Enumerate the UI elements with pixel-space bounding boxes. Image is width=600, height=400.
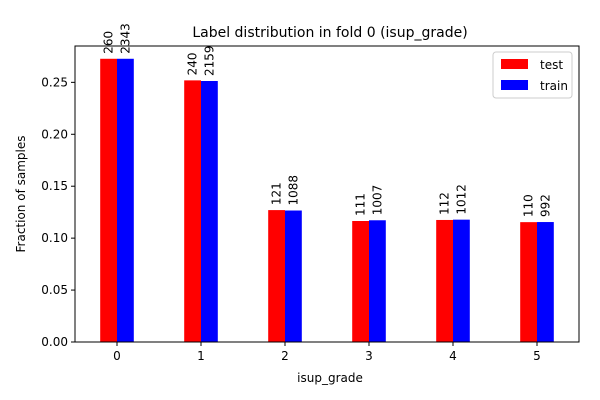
bar-count-label-train-2: 1088 [286,175,300,206]
bar-count-label-train-4: 1012 [454,184,468,215]
bar-train-0 [117,58,134,342]
legend-swatch-test [501,59,528,69]
x-tick-label: 5 [533,349,541,363]
bar-count-label-test-5: 110 [522,194,536,217]
bar-train-2 [285,210,302,342]
y-tick-label: 0.10 [41,231,68,245]
y-tick-label: 0.20 [41,127,68,141]
x-tick-label: 0 [113,349,121,363]
legend-label-train: train [540,79,568,93]
y-tick-label: 0.25 [41,75,68,89]
legend-swatch-train [501,80,528,90]
bar-count-label-test-1: 240 [186,52,200,75]
bar-test-5 [520,222,537,342]
bar-labels-group: 260 240 121 111 112 110 2343 2159 1088 1007 1012 99… [102,23,553,217]
bar-test-4 [436,219,453,342]
y-axis-ticks: 0.00 0.05 0.10 0.15 0.20 0.25 [41,75,75,349]
bar-count-label-train-0: 2343 [118,23,132,54]
bar-train-1 [201,81,218,342]
y-tick-label: 0.00 [41,335,68,349]
bar-test-1 [184,80,201,343]
bar-test-2 [268,210,285,342]
bar-count-label-test-2: 121 [270,182,284,205]
x-axis-label: isup_grade [297,371,363,385]
bar-count-label-test-4: 112 [438,192,452,215]
x-tick-label: 3 [365,349,373,363]
legend-label-test: test [540,58,563,72]
bar-train-3 [369,220,386,342]
bar-train-4 [453,219,470,342]
bar-count-label-test-3: 111 [354,193,368,216]
x-tick-label: 4 [449,349,457,363]
bars-group [100,58,554,343]
bar-count-label-train-3: 1007 [370,185,384,216]
bar-count-label-train-5: 992 [538,194,552,217]
y-axis-label: Fraction of samples [14,136,28,253]
bar-test-0 [100,58,117,342]
x-tick-label: 2 [281,349,289,363]
bar-count-label-test-0: 260 [102,31,116,54]
x-axis-ticks: 0 1 2 3 4 5 [113,342,541,363]
bar-test-3 [352,221,369,342]
y-tick-label: 0.15 [41,179,68,193]
y-tick-label: 0.05 [41,283,68,297]
bar-count-label-train-1: 2159 [202,45,216,76]
x-tick-label: 1 [197,349,205,363]
plot-frame [74,45,580,343]
chart-title: Label distribution in fold 0 (isup_grade… [192,25,467,41]
legend: test train [492,51,573,99]
bar-train-5 [537,222,554,342]
